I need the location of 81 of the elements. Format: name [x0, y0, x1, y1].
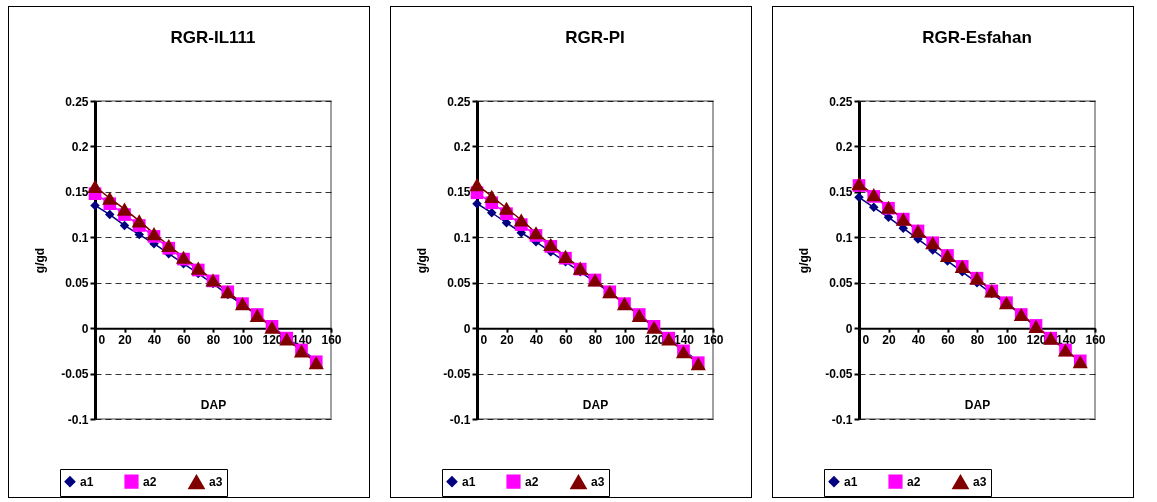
chart-title: RGR-IL111	[170, 28, 256, 47]
point	[105, 209, 115, 220]
y-tick-label: 0	[845, 321, 853, 336]
legend-label: a3	[209, 474, 223, 489]
legend-label: a2	[143, 474, 157, 489]
x-tick-label: 20	[500, 332, 514, 347]
x-tick-label: 140	[291, 332, 313, 347]
y-tick-label: 0.2	[835, 139, 853, 154]
y-tick-label: 0.25	[65, 94, 89, 109]
chart-title: RGR-PI	[565, 28, 625, 47]
y-tick-label: -0.05	[443, 367, 471, 382]
point	[87, 179, 103, 193]
y-tick-label: 0.05	[447, 276, 471, 291]
x-tick-label: 140	[1055, 332, 1077, 347]
legend-label: a1	[844, 474, 858, 489]
x-tick-label: 160	[703, 332, 724, 347]
x-tick-label: 40	[529, 332, 544, 347]
x-tick-label: 0	[862, 332, 870, 347]
x-tick-label: 160	[1085, 332, 1106, 347]
y-tick-label: 0.05	[65, 276, 89, 291]
x-tick-label: 20	[118, 332, 132, 347]
legend-label: a2	[907, 474, 921, 489]
y-tick-label: -0.1	[831, 412, 853, 427]
y-tick-label: -0.05	[825, 367, 853, 382]
y-tick-label: 0.15	[65, 185, 89, 200]
y-tick-label: 0.15	[829, 185, 853, 200]
x-axis-title: DAP	[964, 397, 991, 412]
x-axis-title: DAP	[200, 397, 227, 412]
point	[498, 201, 515, 215]
y-axis-title: g/gd	[33, 247, 48, 274]
legend-label: a3	[591, 474, 605, 489]
y-tick-label: 0.2	[71, 139, 89, 154]
y-tick-label: 0.1	[453, 230, 471, 245]
point	[513, 213, 529, 227]
x-tick-label: 60	[559, 332, 573, 347]
x-tick-label: 20	[882, 332, 896, 347]
x-tick-label: 100	[232, 332, 254, 347]
y-tick-label: 0.2	[453, 139, 471, 154]
legend-label: a1	[462, 474, 476, 489]
x-tick-label: 140	[673, 332, 695, 347]
y-tick-label: 0.25	[829, 94, 853, 109]
x-tick-label: 80	[588, 332, 603, 347]
y-axis-title: g/gd	[797, 247, 812, 274]
x-tick-label: 100	[996, 332, 1018, 347]
y-tick-label: -0.05	[61, 367, 89, 382]
x-tick-label: 60	[177, 332, 191, 347]
y-tick-label: 0.05	[829, 276, 853, 291]
x-tick-label: 40	[147, 332, 162, 347]
chart-title: RGR-Esfahan	[922, 28, 1032, 47]
point	[131, 214, 147, 228]
y-tick-label: 0.25	[447, 94, 471, 109]
x-axis-title: DAP	[582, 397, 609, 412]
x-tick-label: 0	[98, 332, 106, 347]
y-tick-label: 0	[81, 321, 89, 336]
point	[116, 202, 133, 216]
point	[469, 178, 485, 192]
y-tick-label: 0.1	[71, 230, 89, 245]
x-tick-label: 0	[480, 332, 488, 347]
legend-label: a3	[973, 474, 987, 489]
x-tick-label: 40	[911, 332, 926, 347]
point	[484, 189, 500, 203]
point	[487, 208, 497, 218]
point	[472, 198, 482, 209]
point	[119, 220, 130, 231]
legend-label: a2	[525, 474, 539, 489]
x-tick-label: 160	[321, 332, 342, 347]
point	[90, 200, 100, 211]
y-tick-label: 0	[463, 321, 471, 336]
x-tick-label: 80	[206, 332, 221, 347]
x-tick-label: 80	[970, 332, 985, 347]
point	[102, 191, 118, 205]
x-tick-label: 60	[941, 332, 955, 347]
y-tick-label: 0.1	[835, 230, 853, 245]
y-tick-label: -0.1	[449, 412, 471, 427]
point	[854, 192, 864, 203]
y-tick-label: 0.15	[447, 185, 471, 200]
y-axis-title: g/gd	[415, 247, 430, 274]
point	[869, 202, 879, 213]
y-tick-label: -0.1	[67, 412, 89, 427]
legend-label: a1	[80, 474, 94, 489]
x-tick-label: 100	[614, 332, 636, 347]
